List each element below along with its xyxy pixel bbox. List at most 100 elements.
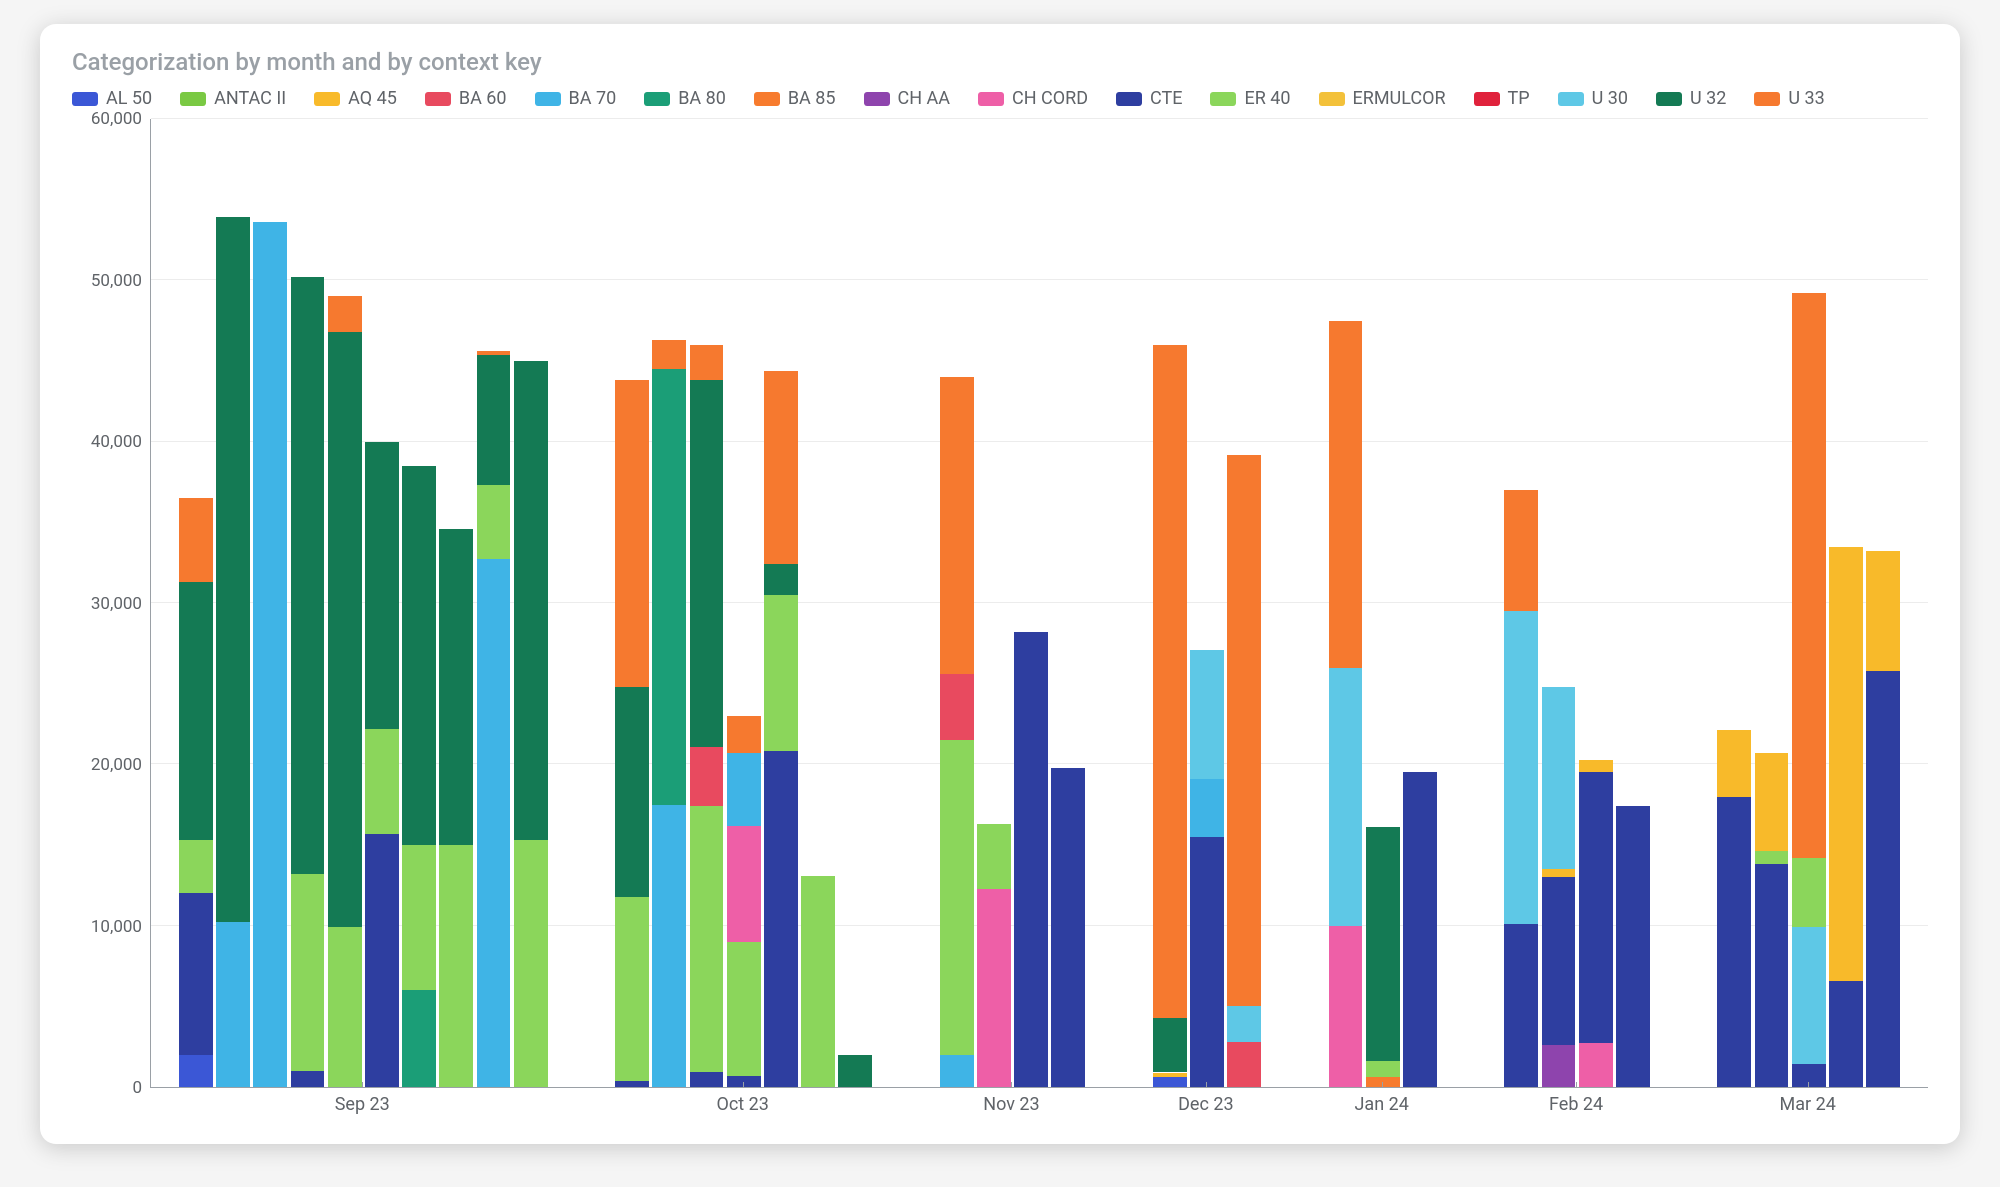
bar-segment[interactable] [1829, 547, 1863, 981]
bar-segment[interactable] [1329, 321, 1363, 668]
bar-segment[interactable] [216, 922, 250, 1087]
bar-segment[interactable] [1153, 345, 1187, 1018]
bar-segment[interactable] [1792, 927, 1826, 1064]
bar-segment[interactable] [291, 874, 325, 1071]
bar-segment[interactable] [328, 332, 362, 927]
bar-segment[interactable] [179, 893, 213, 1054]
bar-segment[interactable] [764, 595, 798, 751]
legend-item[interactable]: U 30 [1558, 88, 1628, 109]
bar-segment[interactable] [216, 217, 250, 922]
bar-segment[interactable] [801, 876, 835, 1087]
bar-segment[interactable] [1504, 924, 1538, 1087]
bar-segment[interactable] [727, 942, 761, 1076]
bar-segment[interactable] [477, 559, 511, 1087]
bar-segment[interactable] [1051, 768, 1085, 1087]
bar-segment[interactable] [1755, 753, 1789, 851]
bar-segment[interactable] [690, 380, 724, 746]
legend-item[interactable]: CH CORD [978, 88, 1088, 109]
bar-segment[interactable] [1014, 632, 1048, 1087]
bar-segment[interactable] [179, 498, 213, 582]
bar-segment[interactable] [615, 380, 649, 687]
bar-segment[interactable] [1866, 671, 1900, 1087]
bar-segment[interactable] [1366, 1061, 1400, 1077]
bar-segment[interactable] [1329, 668, 1363, 926]
bar-segment[interactable] [1190, 650, 1224, 779]
bar-segment[interactable] [1504, 611, 1538, 924]
bar-segment[interactable] [764, 751, 798, 1087]
bar-segment[interactable] [477, 351, 511, 354]
bar-segment[interactable] [690, 345, 724, 380]
bar-segment[interactable] [439, 529, 473, 845]
bar-segment[interactable] [615, 687, 649, 897]
bar-segment[interactable] [328, 927, 362, 1087]
bar-segment[interactable] [940, 674, 974, 740]
bar-segment[interactable] [1755, 851, 1789, 864]
legend-item[interactable]: ER 40 [1210, 88, 1290, 109]
bar-segment[interactable] [1542, 1045, 1576, 1087]
bar-segment[interactable] [727, 753, 761, 826]
bar-segment[interactable] [940, 1055, 974, 1087]
bar-segment[interactable] [652, 805, 686, 1087]
bar-segment[interactable] [291, 277, 325, 874]
bar-segment[interactable] [402, 466, 436, 845]
legend-item[interactable]: ERMULCOR [1319, 88, 1446, 109]
bar-segment[interactable] [838, 1055, 872, 1087]
legend-item[interactable]: ANTAC II [180, 88, 286, 109]
bar-segment[interactable] [1153, 1073, 1187, 1078]
bar-segment[interactable] [940, 377, 974, 674]
bar-segment[interactable] [1755, 864, 1789, 1087]
legend-item[interactable]: AQ 45 [314, 88, 397, 109]
bar-segment[interactable] [1579, 1043, 1613, 1087]
legend-item[interactable]: AL 50 [72, 88, 152, 109]
bar-segment[interactable] [940, 740, 974, 1055]
bar-segment[interactable] [1829, 981, 1863, 1087]
legend-item[interactable]: TP [1474, 88, 1530, 109]
bar-segment[interactable] [365, 442, 399, 729]
bar-segment[interactable] [179, 582, 213, 840]
bar-segment[interactable] [253, 222, 287, 1087]
bar-segment[interactable] [365, 729, 399, 834]
bar-segment[interactable] [402, 845, 436, 990]
bar-segment[interactable] [764, 564, 798, 595]
bar-segment[interactable] [1227, 1006, 1261, 1041]
bar-segment[interactable] [1717, 797, 1751, 1087]
bar-segment[interactable] [1190, 837, 1224, 1087]
bar-segment[interactable] [1329, 926, 1363, 1087]
bar-segment[interactable] [1579, 772, 1613, 1043]
bar-segment[interactable] [727, 826, 761, 942]
bar-segment[interactable] [1227, 455, 1261, 1007]
bar-segment[interactable] [977, 889, 1011, 1087]
bar-segment[interactable] [1227, 1042, 1261, 1087]
bar-segment[interactable] [1366, 827, 1400, 1061]
bar-segment[interactable] [1542, 869, 1576, 877]
bar-segment[interactable] [179, 840, 213, 893]
bar-segment[interactable] [365, 834, 399, 1087]
bar-segment[interactable] [328, 296, 362, 331]
bar-segment[interactable] [652, 369, 686, 805]
legend-item[interactable]: BA 60 [425, 88, 507, 109]
bar-segment[interactable] [1153, 1077, 1187, 1087]
bar-segment[interactable] [1579, 760, 1613, 773]
bar-segment[interactable] [514, 361, 548, 840]
legend-item[interactable]: U 33 [1754, 88, 1824, 109]
bar-segment[interactable] [1717, 730, 1751, 796]
bar-segment[interactable] [1542, 877, 1576, 1045]
bar-segment[interactable] [1153, 1018, 1187, 1073]
bar-segment[interactable] [1403, 772, 1437, 1087]
legend-item[interactable]: BA 80 [644, 88, 726, 109]
bar-segment[interactable] [1792, 858, 1826, 927]
bar-segment[interactable] [1792, 293, 1826, 858]
bar-segment[interactable] [1866, 551, 1900, 670]
bar-segment[interactable] [514, 840, 548, 1087]
bar-segment[interactable] [690, 1072, 724, 1087]
bar-segment[interactable] [652, 340, 686, 369]
bar-segment[interactable] [615, 1081, 649, 1087]
legend-item[interactable]: BA 70 [535, 88, 617, 109]
legend-item[interactable]: BA 85 [754, 88, 836, 109]
bar-segment[interactable] [477, 355, 511, 486]
bar-segment[interactable] [690, 806, 724, 1072]
bar-segment[interactable] [764, 371, 798, 565]
legend-item[interactable]: CH AA [864, 88, 951, 109]
bar-segment[interactable] [477, 485, 511, 559]
bar-segment[interactable] [1542, 687, 1576, 869]
